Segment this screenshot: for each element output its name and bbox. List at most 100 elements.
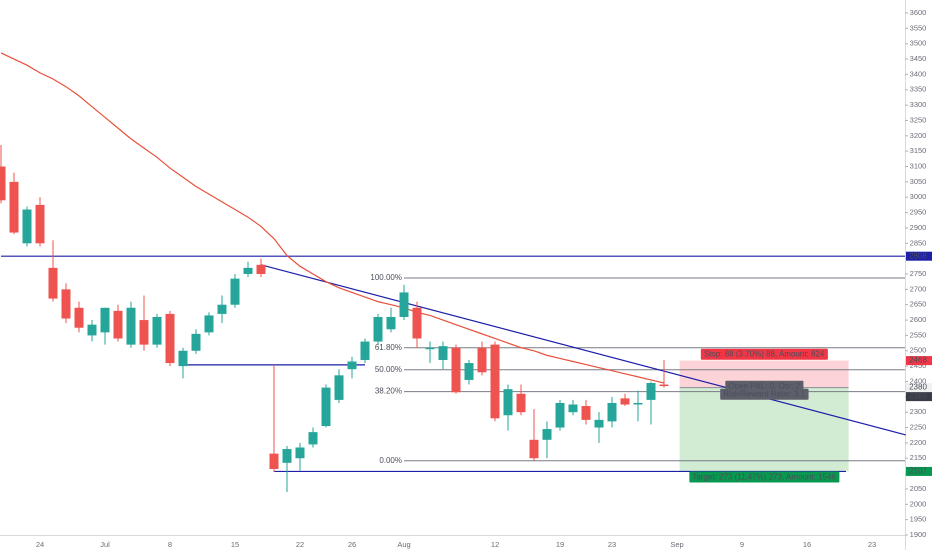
price-label: 2808 [909,251,927,260]
candle-body [594,419,604,428]
candle-body [373,316,383,342]
x-tick-label: 16 [803,540,811,549]
x-tick-label: Aug [397,540,410,549]
fib-label: 61.80% [375,343,402,352]
price-label-box [906,383,932,393]
y-tick-label: 3300 [910,100,927,109]
y-tick-label: 2650 [910,300,927,309]
candle-body [48,267,58,299]
candle-body [620,398,630,405]
candle-body [282,449,292,463]
target-label-box [689,471,840,483]
candle-body [633,402,643,405]
y-tick-label: 3500 [910,39,927,48]
x-tick-label: 22 [296,540,304,549]
price-label-box [906,356,932,366]
y-tick-label: 2600 [910,315,927,324]
x-tick-label: Sep [670,540,683,549]
candle-body [256,264,266,274]
candle-body [9,181,19,233]
fib-label: 100.00% [370,273,402,282]
candle-body [477,347,487,373]
moving-average [0,52,665,384]
price-label: 2468 [909,356,927,365]
x-tick-label: 12 [491,540,499,549]
candle-body [581,406,591,420]
candle-body [516,393,526,413]
candle-body [321,387,331,426]
candle-body [0,166,6,201]
candle-body [243,267,253,274]
candle-body [113,310,123,339]
price-label-box [906,392,932,402]
y-tick-label: 2750 [910,269,927,278]
candle-body [191,333,201,351]
x-tick-label: Jul [100,540,110,549]
candle-body [165,313,175,364]
y-tick-label: 2200 [910,438,927,447]
candle-body [100,307,110,333]
y-tick-label: 3250 [910,115,927,124]
x-tick-label: 24 [36,540,44,549]
fib-label: 38.20% [375,387,402,396]
candle-body [555,402,565,428]
y-tick-label: 2050 [910,484,927,493]
candle-body [464,363,474,380]
x-tick-label: 26 [348,540,356,549]
candle-body [529,439,539,459]
candle-body [360,341,370,360]
x-tick-label: 23 [868,540,876,549]
price-label: 2380 [909,392,927,401]
candle-body [178,350,188,367]
candle-body [425,347,435,350]
y-tick-label: 1950 [910,515,927,524]
candle-body [87,324,97,336]
y-tick-label: 2000 [910,499,927,508]
y-tick-label: 3450 [910,54,927,63]
candle-body [74,307,84,328]
candle-body [152,316,162,345]
fib-label: 0.00% [379,456,402,465]
candle-body [334,375,344,400]
fib-label: 50.00% [375,365,402,374]
trendline [260,264,906,436]
target-label: Target: 273 (11.47%) 273, Amount: 1546 [692,473,836,482]
candle-body [204,315,214,333]
y-tick-label: 3350 [910,85,927,94]
candle-body [568,404,578,413]
candle-body [412,307,422,339]
y-tick-label: 3550 [910,23,927,32]
x-tick-label: 23 [608,540,616,549]
y-tick-label: 3600 [910,8,927,17]
candle-body [22,209,32,244]
y-tick-label: 2150 [910,453,927,462]
x-tick-label: 15 [231,540,239,549]
rr-label-box [720,388,809,400]
candle-body [646,383,656,400]
x-tick-label: 9 [740,540,744,549]
y-tick-label: 2300 [910,407,927,416]
target-zone [679,387,849,472]
candle-body [269,453,279,469]
y-tick-label: 1900 [910,530,927,539]
candle-body [308,432,318,445]
candle-body [139,320,149,345]
y-tick-label: 2900 [910,223,927,232]
y-tick-label: 3200 [910,131,927,140]
candle-body [607,402,617,422]
candle-body [61,289,71,319]
x-tick-label: 8 [168,540,172,549]
candle-body [217,304,227,314]
y-tick-label: 2450 [910,361,927,370]
y-tick-label: 3400 [910,69,927,78]
y-tick-label: 3150 [910,146,927,155]
x-tick-label: 19 [556,540,564,549]
candle-body [347,361,357,370]
candle-body [295,447,305,459]
stop-label: Stop: 88 (3.70%) 88, Amount: 824 [704,350,825,359]
pnl-label: Open P&L: 0, Qty: 2 [728,382,800,391]
candle-body [386,316,396,330]
